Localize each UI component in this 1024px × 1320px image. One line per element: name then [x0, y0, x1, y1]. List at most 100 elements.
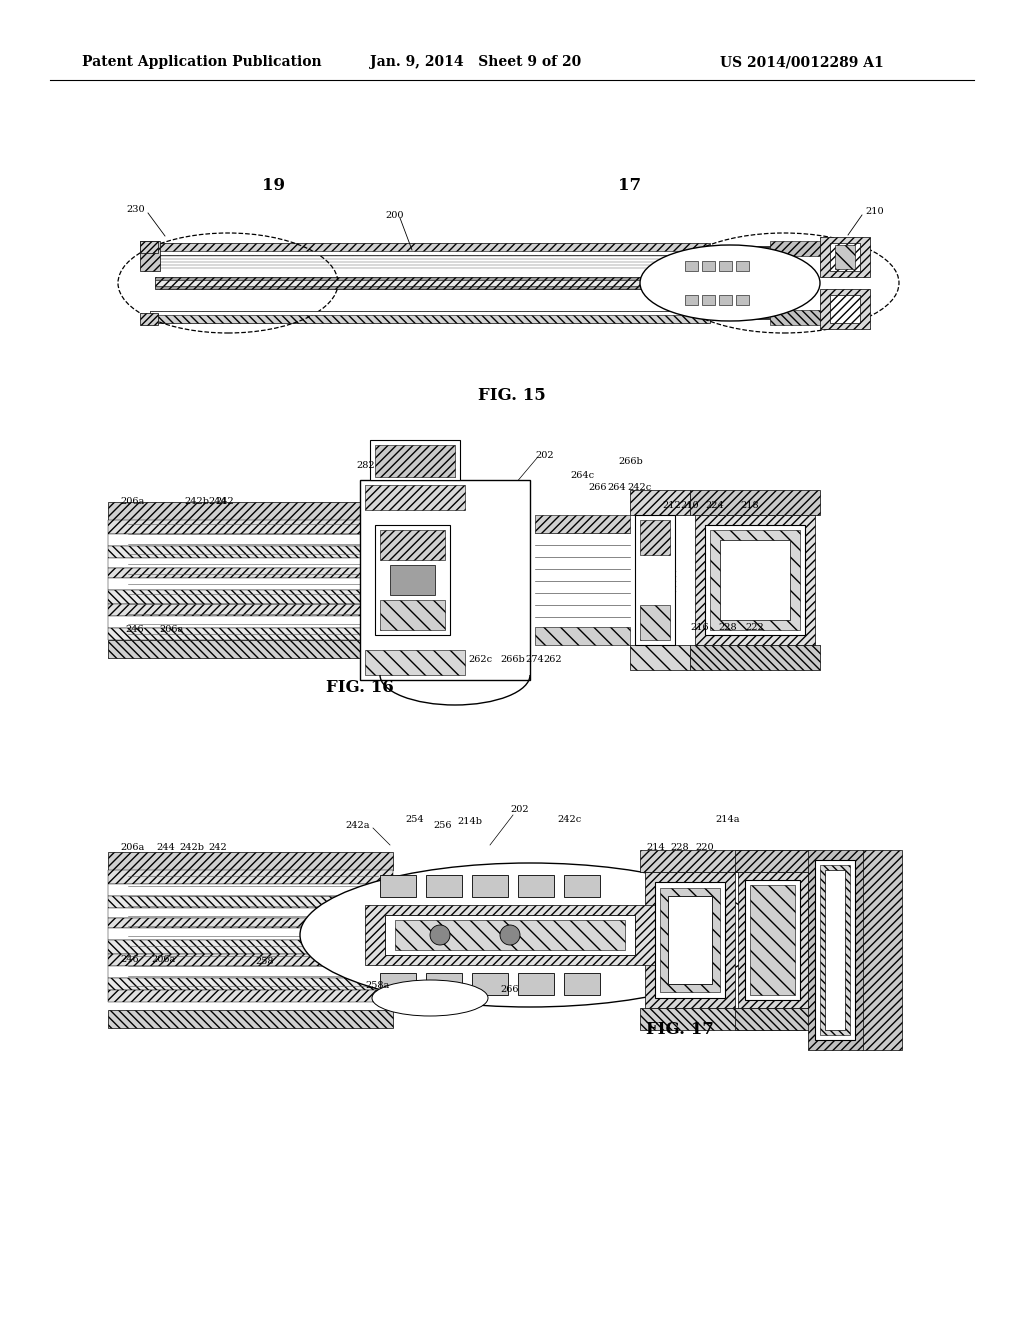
Bar — [655, 882, 725, 998]
Text: 242b: 242b — [184, 498, 210, 507]
Bar — [830, 294, 860, 323]
Bar — [702, 294, 715, 305]
Bar — [108, 502, 418, 520]
Bar — [108, 640, 418, 657]
Text: FIG. 16: FIG. 16 — [326, 680, 394, 697]
Text: 242: 242 — [216, 498, 234, 507]
Bar — [564, 875, 600, 898]
Ellipse shape — [372, 979, 488, 1016]
Text: 242c: 242c — [628, 483, 652, 491]
Bar — [535, 627, 630, 645]
Bar — [770, 310, 865, 325]
Bar — [155, 277, 725, 289]
Text: 214: 214 — [646, 843, 666, 853]
Text: 212: 212 — [663, 500, 681, 510]
Bar — [736, 261, 749, 271]
Bar — [360, 480, 530, 680]
Text: 17: 17 — [618, 177, 642, 194]
Text: 200: 200 — [386, 210, 404, 219]
Text: Jan. 9, 2014   Sheet 9 of 20: Jan. 9, 2014 Sheet 9 of 20 — [370, 55, 582, 69]
Text: 222: 222 — [745, 623, 764, 632]
Bar — [426, 875, 462, 898]
Text: 214a: 214a — [716, 816, 740, 825]
Bar — [690, 645, 820, 671]
Bar — [108, 605, 418, 616]
Text: 242c: 242c — [558, 816, 582, 825]
Bar — [820, 238, 870, 277]
Text: 282: 282 — [356, 461, 375, 470]
Bar — [108, 628, 418, 640]
Bar — [635, 515, 675, 645]
Bar — [108, 535, 418, 546]
Bar — [108, 990, 393, 1002]
Circle shape — [500, 925, 520, 945]
Text: FIG. 15: FIG. 15 — [478, 387, 546, 404]
Text: 262: 262 — [544, 656, 562, 664]
Bar — [702, 261, 715, 271]
Bar — [390, 565, 435, 595]
Bar — [108, 520, 418, 535]
Text: 19: 19 — [261, 177, 285, 194]
Text: 206a: 206a — [160, 626, 184, 635]
Bar — [108, 590, 418, 605]
Bar — [710, 531, 800, 630]
Text: 244: 244 — [157, 843, 175, 853]
Bar — [564, 973, 600, 995]
Bar — [140, 313, 158, 325]
Text: 246: 246 — [125, 626, 143, 635]
Bar — [770, 242, 865, 256]
Bar — [685, 261, 698, 271]
Text: 266: 266 — [501, 986, 519, 994]
Text: 216: 216 — [690, 623, 710, 632]
Bar — [518, 973, 554, 995]
Bar — [695, 515, 815, 645]
Bar — [862, 850, 902, 1049]
Bar — [150, 251, 710, 255]
Text: 228: 228 — [671, 843, 689, 853]
Text: 210: 210 — [681, 500, 699, 510]
Bar — [750, 884, 795, 995]
Text: 202: 202 — [511, 805, 529, 814]
Text: 264: 264 — [607, 483, 627, 491]
Bar — [108, 940, 393, 954]
Circle shape — [430, 925, 450, 945]
Text: 230: 230 — [126, 206, 145, 214]
Text: 242b: 242b — [179, 843, 205, 853]
Text: 206a: 206a — [151, 956, 175, 965]
Text: 228: 228 — [719, 623, 737, 632]
Bar — [825, 870, 845, 1030]
Text: 224: 224 — [706, 500, 724, 510]
Bar — [155, 280, 725, 286]
Text: 274: 274 — [525, 656, 545, 664]
Bar — [108, 1010, 393, 1028]
Bar — [108, 851, 393, 870]
Bar — [518, 875, 554, 898]
Bar — [745, 880, 800, 1001]
Text: 266b: 266b — [501, 656, 525, 664]
Bar — [380, 875, 416, 898]
Bar — [640, 1008, 805, 1030]
Bar — [720, 540, 790, 620]
Bar — [380, 531, 445, 560]
Bar — [820, 865, 850, 1035]
Text: 214b: 214b — [458, 817, 482, 826]
Ellipse shape — [640, 246, 820, 321]
Text: 254: 254 — [406, 816, 424, 825]
Text: 244: 244 — [209, 498, 227, 507]
Bar — [380, 973, 416, 995]
Bar — [472, 875, 508, 898]
Bar — [705, 525, 805, 635]
Text: 218: 218 — [740, 500, 760, 510]
Bar — [830, 243, 860, 271]
Bar — [108, 546, 418, 558]
Text: 266b: 266b — [618, 458, 643, 466]
Bar — [535, 515, 630, 533]
Bar — [108, 578, 418, 590]
Bar — [108, 908, 393, 917]
Bar — [685, 294, 698, 305]
Text: 266: 266 — [589, 483, 607, 491]
Bar — [140, 242, 158, 253]
Bar — [108, 966, 393, 978]
Bar — [108, 978, 393, 990]
Bar — [690, 490, 820, 515]
